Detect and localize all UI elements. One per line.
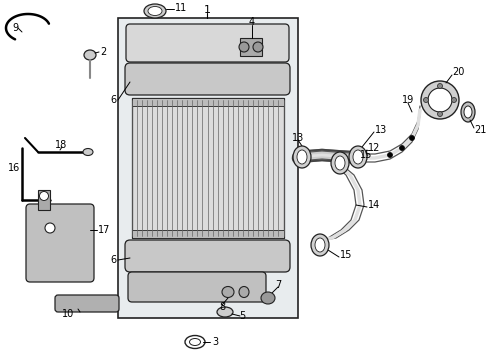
Ellipse shape bbox=[184, 336, 204, 348]
Bar bbox=[118, 18, 297, 318]
Text: 18: 18 bbox=[55, 140, 67, 150]
Ellipse shape bbox=[463, 106, 471, 118]
FancyBboxPatch shape bbox=[55, 295, 119, 312]
Ellipse shape bbox=[45, 223, 55, 233]
Text: 13: 13 bbox=[374, 125, 386, 135]
Text: 3: 3 bbox=[212, 337, 218, 347]
FancyBboxPatch shape bbox=[125, 240, 289, 272]
Bar bbox=[132, 98, 284, 238]
Ellipse shape bbox=[189, 338, 200, 346]
Ellipse shape bbox=[348, 146, 366, 168]
Ellipse shape bbox=[460, 102, 474, 122]
Ellipse shape bbox=[40, 192, 48, 201]
Bar bbox=[38, 190, 50, 210]
Ellipse shape bbox=[437, 112, 442, 117]
Text: 17: 17 bbox=[98, 225, 110, 235]
Text: 19: 19 bbox=[401, 95, 413, 105]
Ellipse shape bbox=[239, 42, 248, 52]
Ellipse shape bbox=[84, 50, 96, 60]
FancyBboxPatch shape bbox=[26, 204, 94, 282]
Text: 13: 13 bbox=[291, 133, 304, 143]
FancyBboxPatch shape bbox=[126, 24, 288, 62]
FancyBboxPatch shape bbox=[128, 272, 265, 302]
Text: 9: 9 bbox=[12, 23, 18, 33]
Ellipse shape bbox=[408, 135, 414, 140]
Text: 20: 20 bbox=[451, 67, 464, 77]
Text: 6: 6 bbox=[110, 255, 116, 265]
Ellipse shape bbox=[296, 150, 306, 164]
Ellipse shape bbox=[83, 148, 93, 156]
Text: 2: 2 bbox=[100, 47, 106, 57]
FancyBboxPatch shape bbox=[125, 63, 289, 95]
Ellipse shape bbox=[386, 153, 392, 158]
Text: 8: 8 bbox=[219, 302, 224, 312]
Ellipse shape bbox=[420, 81, 458, 119]
Ellipse shape bbox=[292, 146, 310, 168]
Text: 14: 14 bbox=[367, 200, 380, 210]
Text: 6: 6 bbox=[110, 95, 116, 105]
Ellipse shape bbox=[239, 287, 248, 297]
Ellipse shape bbox=[399, 145, 404, 150]
Ellipse shape bbox=[437, 84, 442, 89]
Ellipse shape bbox=[330, 152, 348, 174]
Ellipse shape bbox=[314, 238, 325, 252]
Text: 7: 7 bbox=[274, 280, 281, 290]
Text: 16: 16 bbox=[8, 163, 20, 173]
Ellipse shape bbox=[450, 98, 456, 103]
Bar bbox=[132, 230, 284, 238]
Ellipse shape bbox=[352, 150, 362, 164]
Ellipse shape bbox=[148, 6, 162, 15]
Bar bbox=[240, 38, 262, 56]
Ellipse shape bbox=[427, 88, 451, 112]
Ellipse shape bbox=[261, 292, 274, 304]
Ellipse shape bbox=[222, 287, 234, 297]
Text: 15: 15 bbox=[339, 250, 352, 260]
Ellipse shape bbox=[252, 42, 263, 52]
Text: 21: 21 bbox=[473, 125, 486, 135]
Text: 12: 12 bbox=[367, 143, 380, 153]
Ellipse shape bbox=[423, 98, 427, 103]
Text: 1: 1 bbox=[203, 5, 210, 15]
Text: 15: 15 bbox=[359, 150, 372, 160]
Ellipse shape bbox=[143, 4, 165, 18]
Ellipse shape bbox=[310, 234, 328, 256]
Bar bbox=[132, 98, 284, 106]
Text: 4: 4 bbox=[248, 17, 255, 27]
Text: 11: 11 bbox=[175, 3, 187, 13]
Text: 5: 5 bbox=[238, 311, 244, 321]
Ellipse shape bbox=[217, 307, 232, 317]
Text: 10: 10 bbox=[62, 309, 74, 319]
Ellipse shape bbox=[334, 156, 345, 170]
